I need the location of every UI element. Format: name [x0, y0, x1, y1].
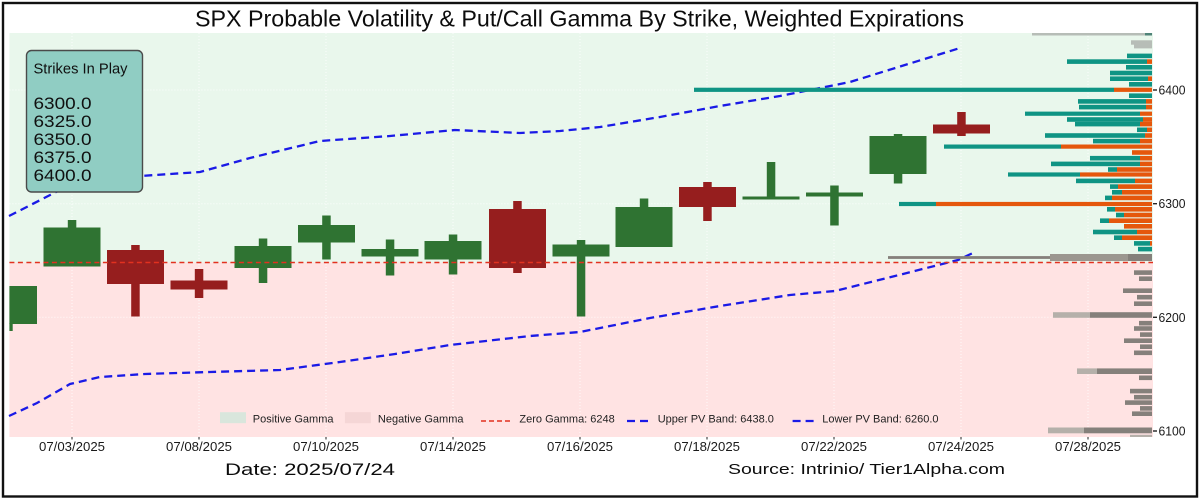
svg-text:07/14/2025: 07/14/2025 — [420, 439, 486, 454]
svg-text:Negative Gamma: Negative Gamma — [378, 414, 464, 426]
svg-text:Source: Intrinio/ Tier1Alpha.c: Source: Intrinio/ Tier1Alpha.com — [728, 461, 1005, 478]
svg-text:07/08/2025: 07/08/2025 — [166, 439, 232, 454]
svg-text:Positive Gamma: Positive Gamma — [253, 414, 335, 426]
svg-text:07/10/2025: 07/10/2025 — [293, 439, 359, 454]
svg-text:Lower PV Band: 6260.0: Lower PV Band: 6260.0 — [822, 414, 938, 426]
svg-text:6375.0: 6375.0 — [34, 148, 92, 167]
svg-text:SPX Probable Volatility & Put/: SPX Probable Volatility & Put/Call Gamma… — [195, 6, 964, 32]
svg-text:6400.0: 6400.0 — [34, 166, 92, 185]
svg-text:6400: 6400 — [1159, 83, 1186, 98]
svg-text:6300.0: 6300.0 — [34, 94, 92, 113]
svg-text:07/18/2025: 07/18/2025 — [674, 439, 740, 454]
svg-text:07/16/2025: 07/16/2025 — [547, 439, 613, 454]
svg-text:Strikes In Play: Strikes In Play — [34, 61, 128, 78]
svg-text:07/22/2025: 07/22/2025 — [801, 439, 867, 454]
svg-text:Date: 2025/07/24: Date: 2025/07/24 — [225, 460, 395, 479]
svg-text:07/24/2025: 07/24/2025 — [928, 439, 994, 454]
svg-text:6200: 6200 — [1159, 310, 1186, 325]
svg-text:07/03/2025: 07/03/2025 — [39, 439, 105, 454]
svg-text:Zero Gamma: 6248: Zero Gamma: 6248 — [519, 414, 614, 426]
svg-text:6100: 6100 — [1159, 424, 1186, 439]
svg-text:07/28/2025: 07/28/2025 — [1055, 439, 1121, 454]
svg-text:Upper PV Band: 6438.0: Upper PV Band: 6438.0 — [658, 414, 774, 426]
svg-text:6300: 6300 — [1159, 196, 1186, 211]
svg-text:6350.0: 6350.0 — [34, 130, 92, 149]
svg-text:6325.0: 6325.0 — [34, 112, 92, 131]
